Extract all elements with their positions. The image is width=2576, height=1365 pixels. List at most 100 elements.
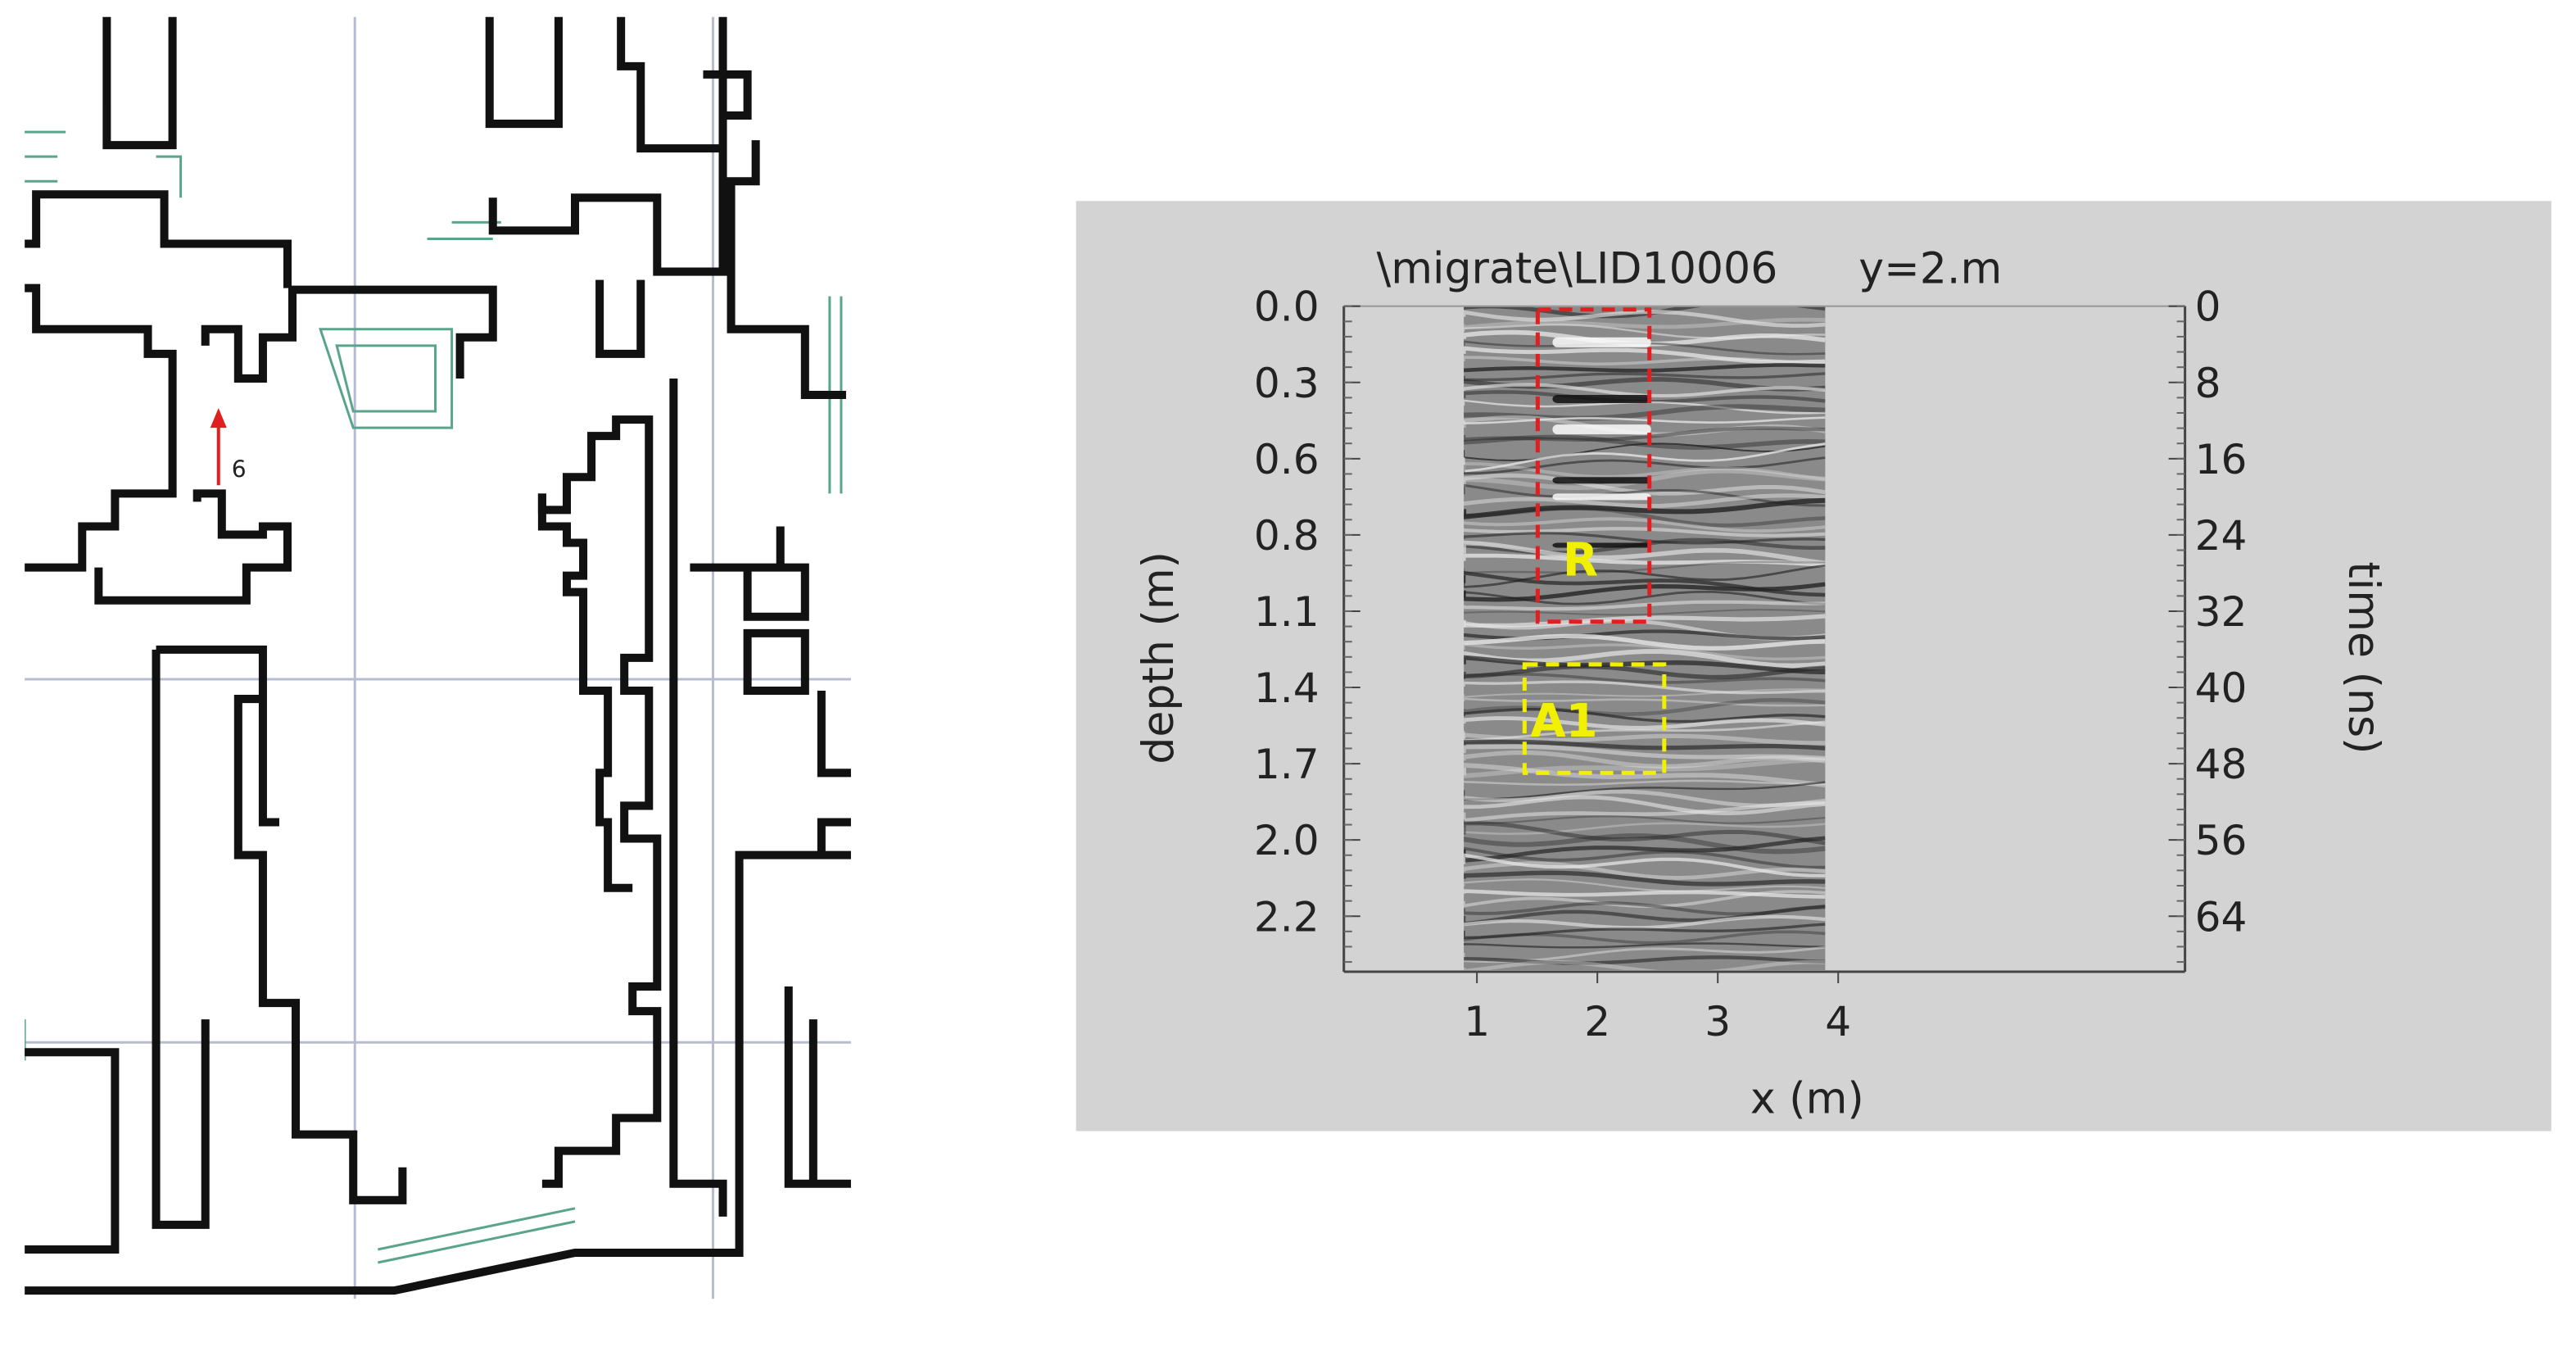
reflection xyxy=(1464,527,1826,537)
reflection xyxy=(1464,553,1826,568)
reflection xyxy=(1464,815,1826,824)
reflection xyxy=(1464,672,1826,684)
reflection xyxy=(1464,317,1826,329)
y-tick-label: 0.8 xyxy=(1254,511,1320,560)
reflection xyxy=(1464,914,1826,930)
reflection xyxy=(1464,833,1826,855)
reflection xyxy=(1464,853,1826,878)
reflection xyxy=(1464,822,1826,836)
reflection xyxy=(1464,732,1826,746)
wall xyxy=(102,16,177,150)
reflection xyxy=(1464,905,1826,926)
reflection xyxy=(1464,356,1826,366)
reflection xyxy=(1464,800,1826,823)
reflection xyxy=(1464,697,1826,707)
x-tick-label: 2 xyxy=(1584,997,1610,1045)
reflection xyxy=(1464,310,1826,328)
reflection xyxy=(1464,434,1826,450)
x-axis-label: x (m) xyxy=(1750,1075,1864,1124)
y2-tick-label: 64 xyxy=(2195,892,2248,941)
reflection xyxy=(1464,306,1826,319)
plan-green xyxy=(25,130,843,1264)
y2-tick-label: 48 xyxy=(2195,740,2248,788)
reflection xyxy=(1464,878,1826,892)
reflection xyxy=(1464,836,1826,863)
reflection xyxy=(1464,688,1826,698)
reflection xyxy=(1464,497,1826,519)
y2-tick-label: 16 xyxy=(2195,435,2248,483)
y-tick-label: 1.4 xyxy=(1254,664,1320,712)
reflection xyxy=(1464,614,1826,628)
y-tick-label: 0.0 xyxy=(1254,283,1320,331)
y-tick-label: 0.6 xyxy=(1254,435,1320,483)
y-tick-label: 1.7 xyxy=(1254,740,1320,788)
arrow-head xyxy=(210,408,227,429)
y-tick-label: 2.0 xyxy=(1254,816,1320,864)
reflection xyxy=(1464,756,1826,778)
box-a1 xyxy=(1522,662,1667,775)
reflection xyxy=(1464,750,1826,769)
reflection xyxy=(1464,532,1826,545)
box-label: R xyxy=(1563,534,1598,587)
y-axis-label: depth (m) xyxy=(1134,551,1184,764)
strong-reflection xyxy=(1552,424,1651,435)
reflection xyxy=(1464,930,1826,945)
strong-reflection xyxy=(1552,542,1651,548)
y-tick-label: 2.2 xyxy=(1254,892,1320,941)
reflection xyxy=(1464,795,1826,816)
reflection xyxy=(1464,707,1826,723)
reflection xyxy=(1464,493,1826,509)
y2-tick-label: 0 xyxy=(2195,283,2221,331)
strong-reflection xyxy=(1552,394,1651,404)
reflection xyxy=(1464,609,1826,616)
y-tick-label: 0.3 xyxy=(1254,359,1320,407)
reflection xyxy=(1464,517,1826,533)
wall xyxy=(537,415,662,1188)
wall xyxy=(152,645,407,1229)
reflection xyxy=(1464,889,1826,899)
reflection xyxy=(1464,416,1826,424)
wall xyxy=(94,285,497,605)
reflection xyxy=(1464,442,1826,462)
reflection xyxy=(1464,540,1826,566)
reflection xyxy=(1464,680,1826,695)
y2-tick-label: 24 xyxy=(2195,511,2248,560)
wall xyxy=(25,378,851,1295)
reflection xyxy=(1464,456,1826,475)
reflection xyxy=(1464,870,1826,887)
reflection xyxy=(1464,781,1826,800)
ticks: 0.00.30.60.81.11.41.72.02.20816243240485… xyxy=(1254,283,2248,1045)
box-label: A1 xyxy=(1530,695,1598,748)
reflection xyxy=(1464,739,1826,751)
reflection xyxy=(1464,582,1826,602)
reflection xyxy=(1464,506,1826,528)
floor-plan: 6 xyxy=(25,16,851,1299)
reflection xyxy=(1464,716,1826,730)
reflection xyxy=(1464,590,1826,605)
y2-axis-label: time (ns) xyxy=(2338,561,2388,754)
y-tick-label: 1.1 xyxy=(1254,587,1320,636)
reflection xyxy=(1464,762,1826,788)
reflection xyxy=(1464,442,1826,473)
wall xyxy=(25,190,292,572)
reflection xyxy=(1464,664,1826,680)
reflection xyxy=(1464,404,1826,421)
reflection xyxy=(1464,821,1826,846)
x-tick-label: 1 xyxy=(1464,997,1490,1045)
reflection xyxy=(1464,642,1826,661)
reflection xyxy=(1464,363,1826,373)
reflection xyxy=(1464,633,1826,651)
reflection xyxy=(1464,861,1826,880)
reflection xyxy=(1464,779,1826,787)
subtitle: y=2.m xyxy=(1858,245,2002,294)
y2-tick-label: 8 xyxy=(2195,359,2221,407)
reflection xyxy=(1464,600,1826,611)
y2-tick-label: 32 xyxy=(2195,587,2248,636)
title: \migrate\LID10006 xyxy=(1377,245,1778,294)
reflection xyxy=(1464,461,1826,481)
reflection xyxy=(1464,890,1826,909)
wall xyxy=(485,16,846,400)
reflection xyxy=(1464,372,1826,382)
reflection xyxy=(1464,959,1826,971)
